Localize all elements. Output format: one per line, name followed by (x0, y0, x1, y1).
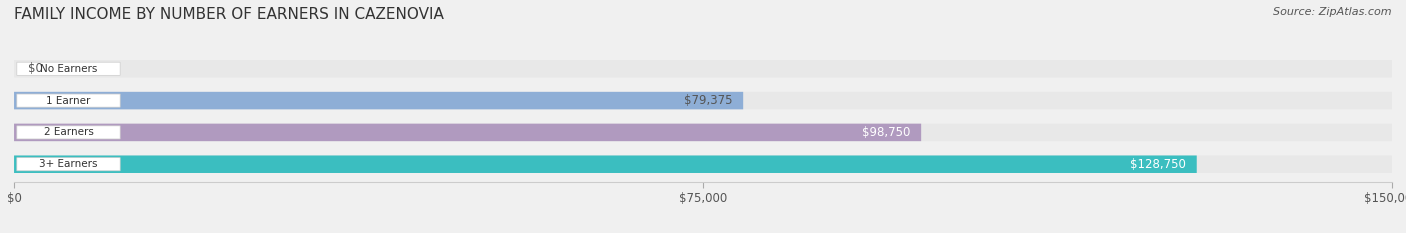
Text: 3+ Earners: 3+ Earners (39, 159, 98, 169)
FancyBboxPatch shape (17, 94, 120, 107)
FancyBboxPatch shape (14, 124, 1392, 141)
Text: $79,375: $79,375 (683, 94, 733, 107)
FancyBboxPatch shape (14, 155, 1392, 173)
Text: $98,750: $98,750 (862, 126, 910, 139)
Text: Source: ZipAtlas.com: Source: ZipAtlas.com (1274, 7, 1392, 17)
Text: 1 Earner: 1 Earner (46, 96, 90, 106)
FancyBboxPatch shape (14, 92, 744, 109)
Text: FAMILY INCOME BY NUMBER OF EARNERS IN CAZENOVIA: FAMILY INCOME BY NUMBER OF EARNERS IN CA… (14, 7, 444, 22)
FancyBboxPatch shape (17, 158, 120, 171)
Text: $128,750: $128,750 (1130, 158, 1185, 171)
FancyBboxPatch shape (17, 62, 120, 75)
FancyBboxPatch shape (14, 124, 921, 141)
FancyBboxPatch shape (14, 155, 1197, 173)
FancyBboxPatch shape (14, 60, 1392, 78)
Text: $0: $0 (28, 62, 42, 75)
FancyBboxPatch shape (14, 92, 1392, 109)
Text: 2 Earners: 2 Earners (44, 127, 93, 137)
Text: No Earners: No Earners (39, 64, 97, 74)
FancyBboxPatch shape (17, 126, 120, 139)
